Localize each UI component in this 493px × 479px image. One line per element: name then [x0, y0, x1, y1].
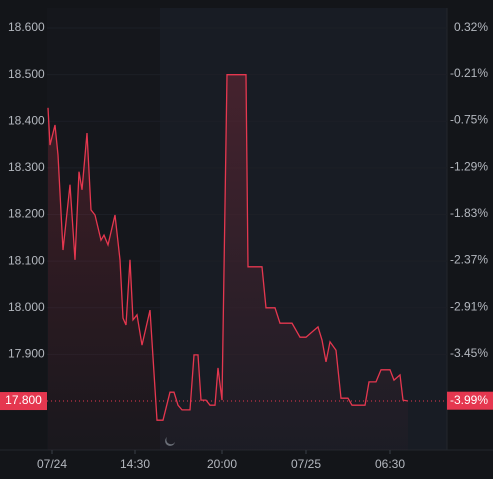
- y-tick-label: 18.200: [8, 207, 45, 221]
- y2-tick-label: -2.91%: [450, 299, 488, 313]
- x-tick-label: 07/24: [37, 457, 67, 471]
- y2-tick-label: -2.37%: [450, 253, 488, 267]
- night-icon: [165, 437, 175, 446]
- x-tick-label: 14:30: [120, 457, 150, 471]
- y2-tick-label: -0.75%: [450, 113, 488, 127]
- x-tick-label: 07/25: [291, 457, 321, 471]
- y-tick-label: 18.000: [8, 300, 45, 314]
- y-tick-label: 18.500: [8, 67, 45, 81]
- area-fill: [48, 74, 408, 450]
- y2-tick-label: -1.29%: [450, 159, 488, 173]
- y-tick-label: 18.600: [8, 20, 45, 34]
- last-price-box: [0, 392, 47, 411]
- y-tick-label: 18.300: [8, 160, 45, 174]
- last-change-label: -3.99%: [450, 393, 488, 407]
- y-tick-label: 18.100: [8, 253, 45, 267]
- y2-tick-label: -3.45%: [450, 346, 488, 360]
- y2-tick-label: 0.32%: [454, 20, 488, 34]
- y-tick-label: 18.400: [8, 113, 45, 127]
- last-price-label: 17.800: [5, 393, 42, 407]
- x-tick-label: 20:00: [207, 457, 237, 471]
- price-line: [47, 74, 409, 421]
- y2-tick-label: -0.21%: [450, 66, 488, 80]
- y-tick-label: 17.900: [8, 347, 45, 361]
- y2-tick-label: -1.83%: [450, 206, 488, 220]
- x-tick-label: 06:30: [375, 457, 405, 471]
- last-change-box: [447, 391, 493, 410]
